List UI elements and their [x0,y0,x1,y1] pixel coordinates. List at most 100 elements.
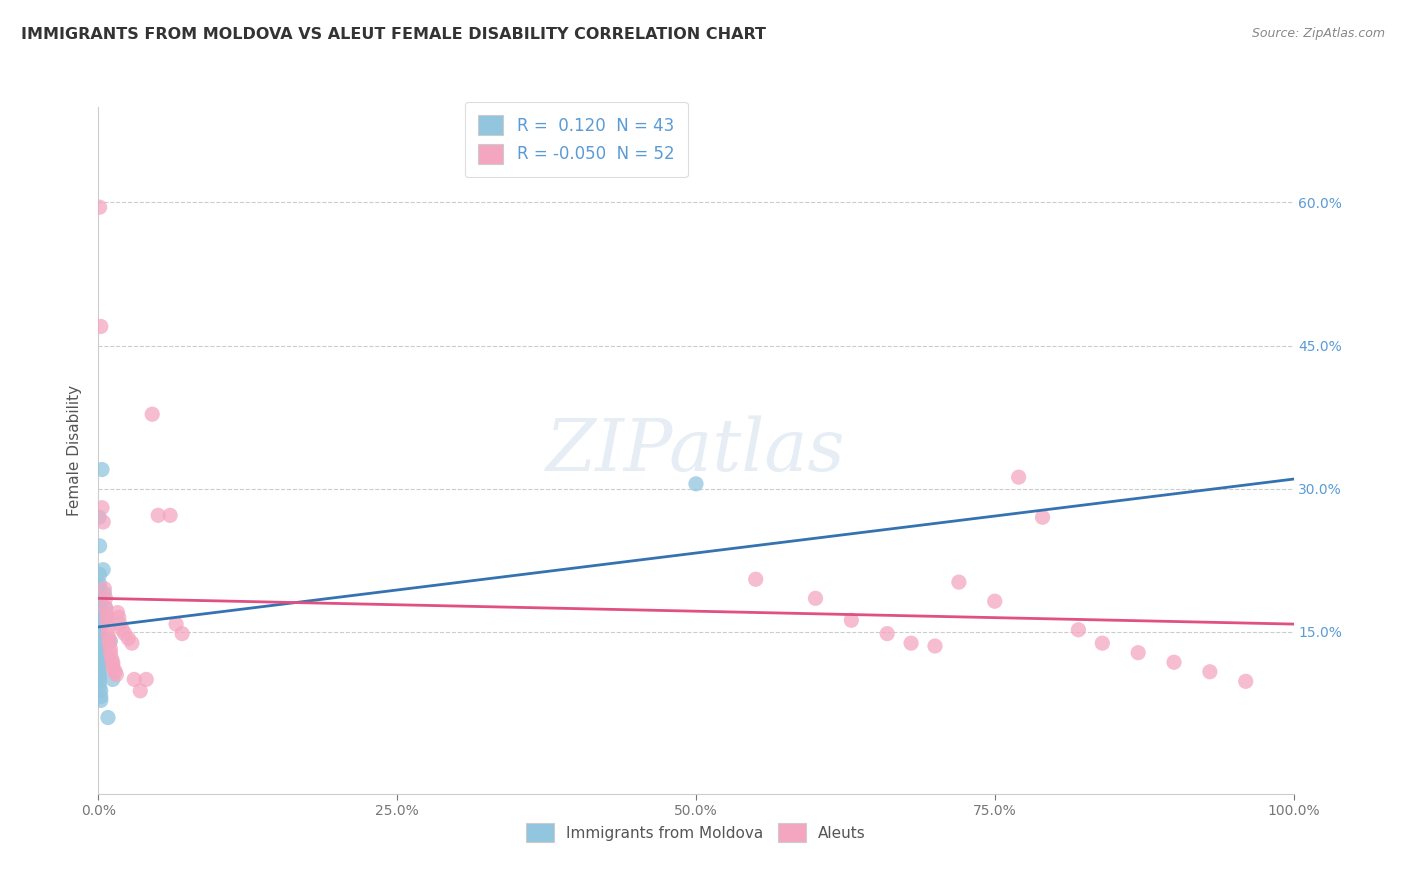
Point [103,663,125,677]
Point [89,594,111,608]
Point [1091,636,1114,650]
Point [91,462,114,476]
Point [91,500,114,515]
Point [101,658,124,673]
Point [104,665,127,679]
Point [89,620,111,634]
Point [97,710,120,724]
Point [89,604,111,618]
Legend: Immigrants from Moldova, Aleuts: Immigrants from Moldova, Aleuts [520,817,872,848]
Point [89,624,111,639]
Point [121,636,143,650]
Point [98,632,121,647]
Point [89,671,111,685]
Point [148,508,170,523]
Point [841,613,863,627]
Point [90,693,112,707]
Point [98,641,122,656]
Point [89,674,111,689]
Point [89,655,111,669]
Point [1128,646,1150,660]
Point [745,572,768,586]
Point [107,610,129,624]
Point [900,636,922,650]
Point [97,620,120,634]
Point [89,539,111,553]
Point [107,606,129,620]
Point [1067,623,1090,637]
Point [89,680,111,694]
Point [108,617,131,632]
Point [89,636,111,650]
Point [89,567,111,582]
Point [948,575,970,590]
Point [89,661,111,675]
Point [101,655,124,669]
Point [90,683,112,698]
Point [89,626,111,640]
Point [98,636,121,650]
Point [91,515,114,529]
Point [89,651,111,665]
Point [165,617,187,632]
Point [91,563,114,577]
Point [90,319,112,334]
Text: ZIPatlas: ZIPatlas [546,415,846,486]
Text: IMMIGRANTS FROM MOLDOVA VS ALEUT FEMALE DISABILITY CORRELATION CHART: IMMIGRANTS FROM MOLDOVA VS ALEUT FEMALE … [21,27,766,42]
Point [105,667,128,681]
Point [90,690,112,704]
Point [135,673,157,687]
Point [94,600,117,615]
Point [114,626,136,640]
Point [96,613,118,627]
Point [94,591,117,606]
Point [685,476,707,491]
Point [89,577,111,591]
Point [159,508,181,523]
Point [129,683,152,698]
Point [141,407,163,421]
Point [89,665,111,679]
Point [1032,510,1054,524]
Point [89,607,111,622]
Point [89,632,111,647]
Point [89,667,111,681]
Point [87,510,110,524]
Point [89,658,111,673]
Point [89,646,111,660]
Point [93,582,115,596]
Point [1199,665,1222,679]
Point [89,610,111,624]
Point [93,586,115,600]
Point [98,634,122,648]
Point [124,673,146,687]
Text: Source: ZipAtlas.com: Source: ZipAtlas.com [1251,27,1385,40]
Point [89,630,111,644]
Point [1008,470,1031,484]
Point [924,639,946,653]
Point [89,644,111,658]
Point [96,610,118,624]
Point [98,646,122,660]
Point [94,600,117,615]
Point [89,639,111,653]
Point [804,591,827,606]
Point [117,632,139,646]
Y-axis label: Female Disability: Female Disability [67,384,83,516]
Point [172,626,194,640]
Point [1163,655,1185,669]
Point [984,594,1007,608]
Point [876,626,898,640]
Point [1234,674,1257,689]
Point [100,651,122,665]
Point [89,200,111,214]
Point [89,648,111,663]
Point [89,615,111,630]
Point [111,623,134,637]
Point [89,582,111,596]
Point [101,673,124,687]
Point [96,607,118,622]
Point [89,598,111,612]
Point [89,589,111,603]
Point [97,626,120,640]
